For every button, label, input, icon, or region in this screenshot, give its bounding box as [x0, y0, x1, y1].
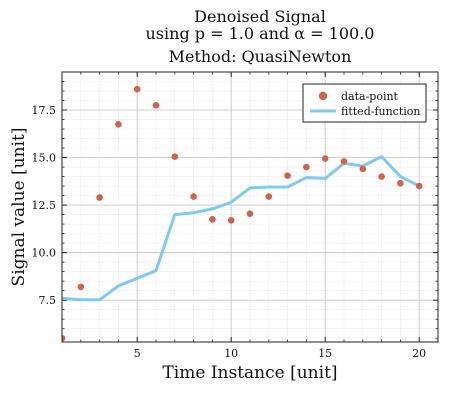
- data-point-marker: [265, 193, 273, 200]
- fitted-function-line: [62, 155, 420, 302]
- x-tick-label: 20: [412, 347, 426, 360]
- series-clipped: [62, 85, 423, 342]
- data-point-marker: [378, 173, 385, 180]
- plot-frame: [61, 71, 439, 343]
- x-tick-label: 10: [224, 347, 238, 360]
- data-point-marker: [62, 334, 66, 342]
- x-tick-label: 15: [318, 347, 332, 360]
- data-point-marker: [321, 155, 329, 162]
- legend-marker-data-point: [318, 91, 328, 101]
- tick-labels: 5 10 15 20 7.5 10.0 12.5 15.0 17.5: [32, 104, 427, 360]
- title-line-3: Method: QuasiNewton: [169, 47, 352, 66]
- x-axis-label: Time Instance [unit]: [162, 363, 337, 383]
- x-tick-label: 5: [134, 347, 141, 360]
- y-tick-label: 15.0: [32, 152, 57, 165]
- data-point-marker: [209, 216, 216, 223]
- data-point-marker: [359, 165, 367, 173]
- data-point-marker: [340, 158, 348, 165]
- data-point-marker: [303, 163, 310, 171]
- y-tick-label: 17.5: [32, 104, 57, 117]
- title-line-2: using p = 1.0 and α = 100.0: [146, 24, 375, 43]
- y-axis-label: Signal value [unit]: [9, 128, 29, 287]
- legend-box: [302, 83, 427, 123]
- legend-label-fitted-function: fitted-function: [341, 105, 421, 118]
- data-point-marker: [246, 210, 254, 217]
- data-point-marker: [152, 101, 160, 109]
- legend: data-point fitted-function: [302, 83, 427, 123]
- data-point-marker: [284, 172, 291, 179]
- y-tick-label: 12.5: [32, 199, 57, 212]
- data-point-marker: [133, 85, 141, 93]
- data-point-marker: [397, 179, 404, 187]
- data-point-marker: [96, 194, 103, 201]
- data-point-marker: [190, 193, 197, 200]
- chart-titles: Denoised Signal using p = 1.0 and α = 10…: [146, 7, 375, 66]
- data-point-marker: [77, 283, 85, 291]
- legend-label-data-point: data-point: [341, 90, 399, 103]
- y-tick-label: 7.5: [39, 294, 57, 307]
- y-tick-label: 10.0: [32, 247, 57, 260]
- title-line-1: Denoised Signal: [194, 7, 326, 26]
- data-point-marker: [115, 120, 122, 128]
- series-layer: [62, 85, 423, 342]
- data-point-marker: [227, 217, 235, 224]
- data-point-marker: [415, 182, 423, 190]
- data-point-marker: [171, 153, 179, 160]
